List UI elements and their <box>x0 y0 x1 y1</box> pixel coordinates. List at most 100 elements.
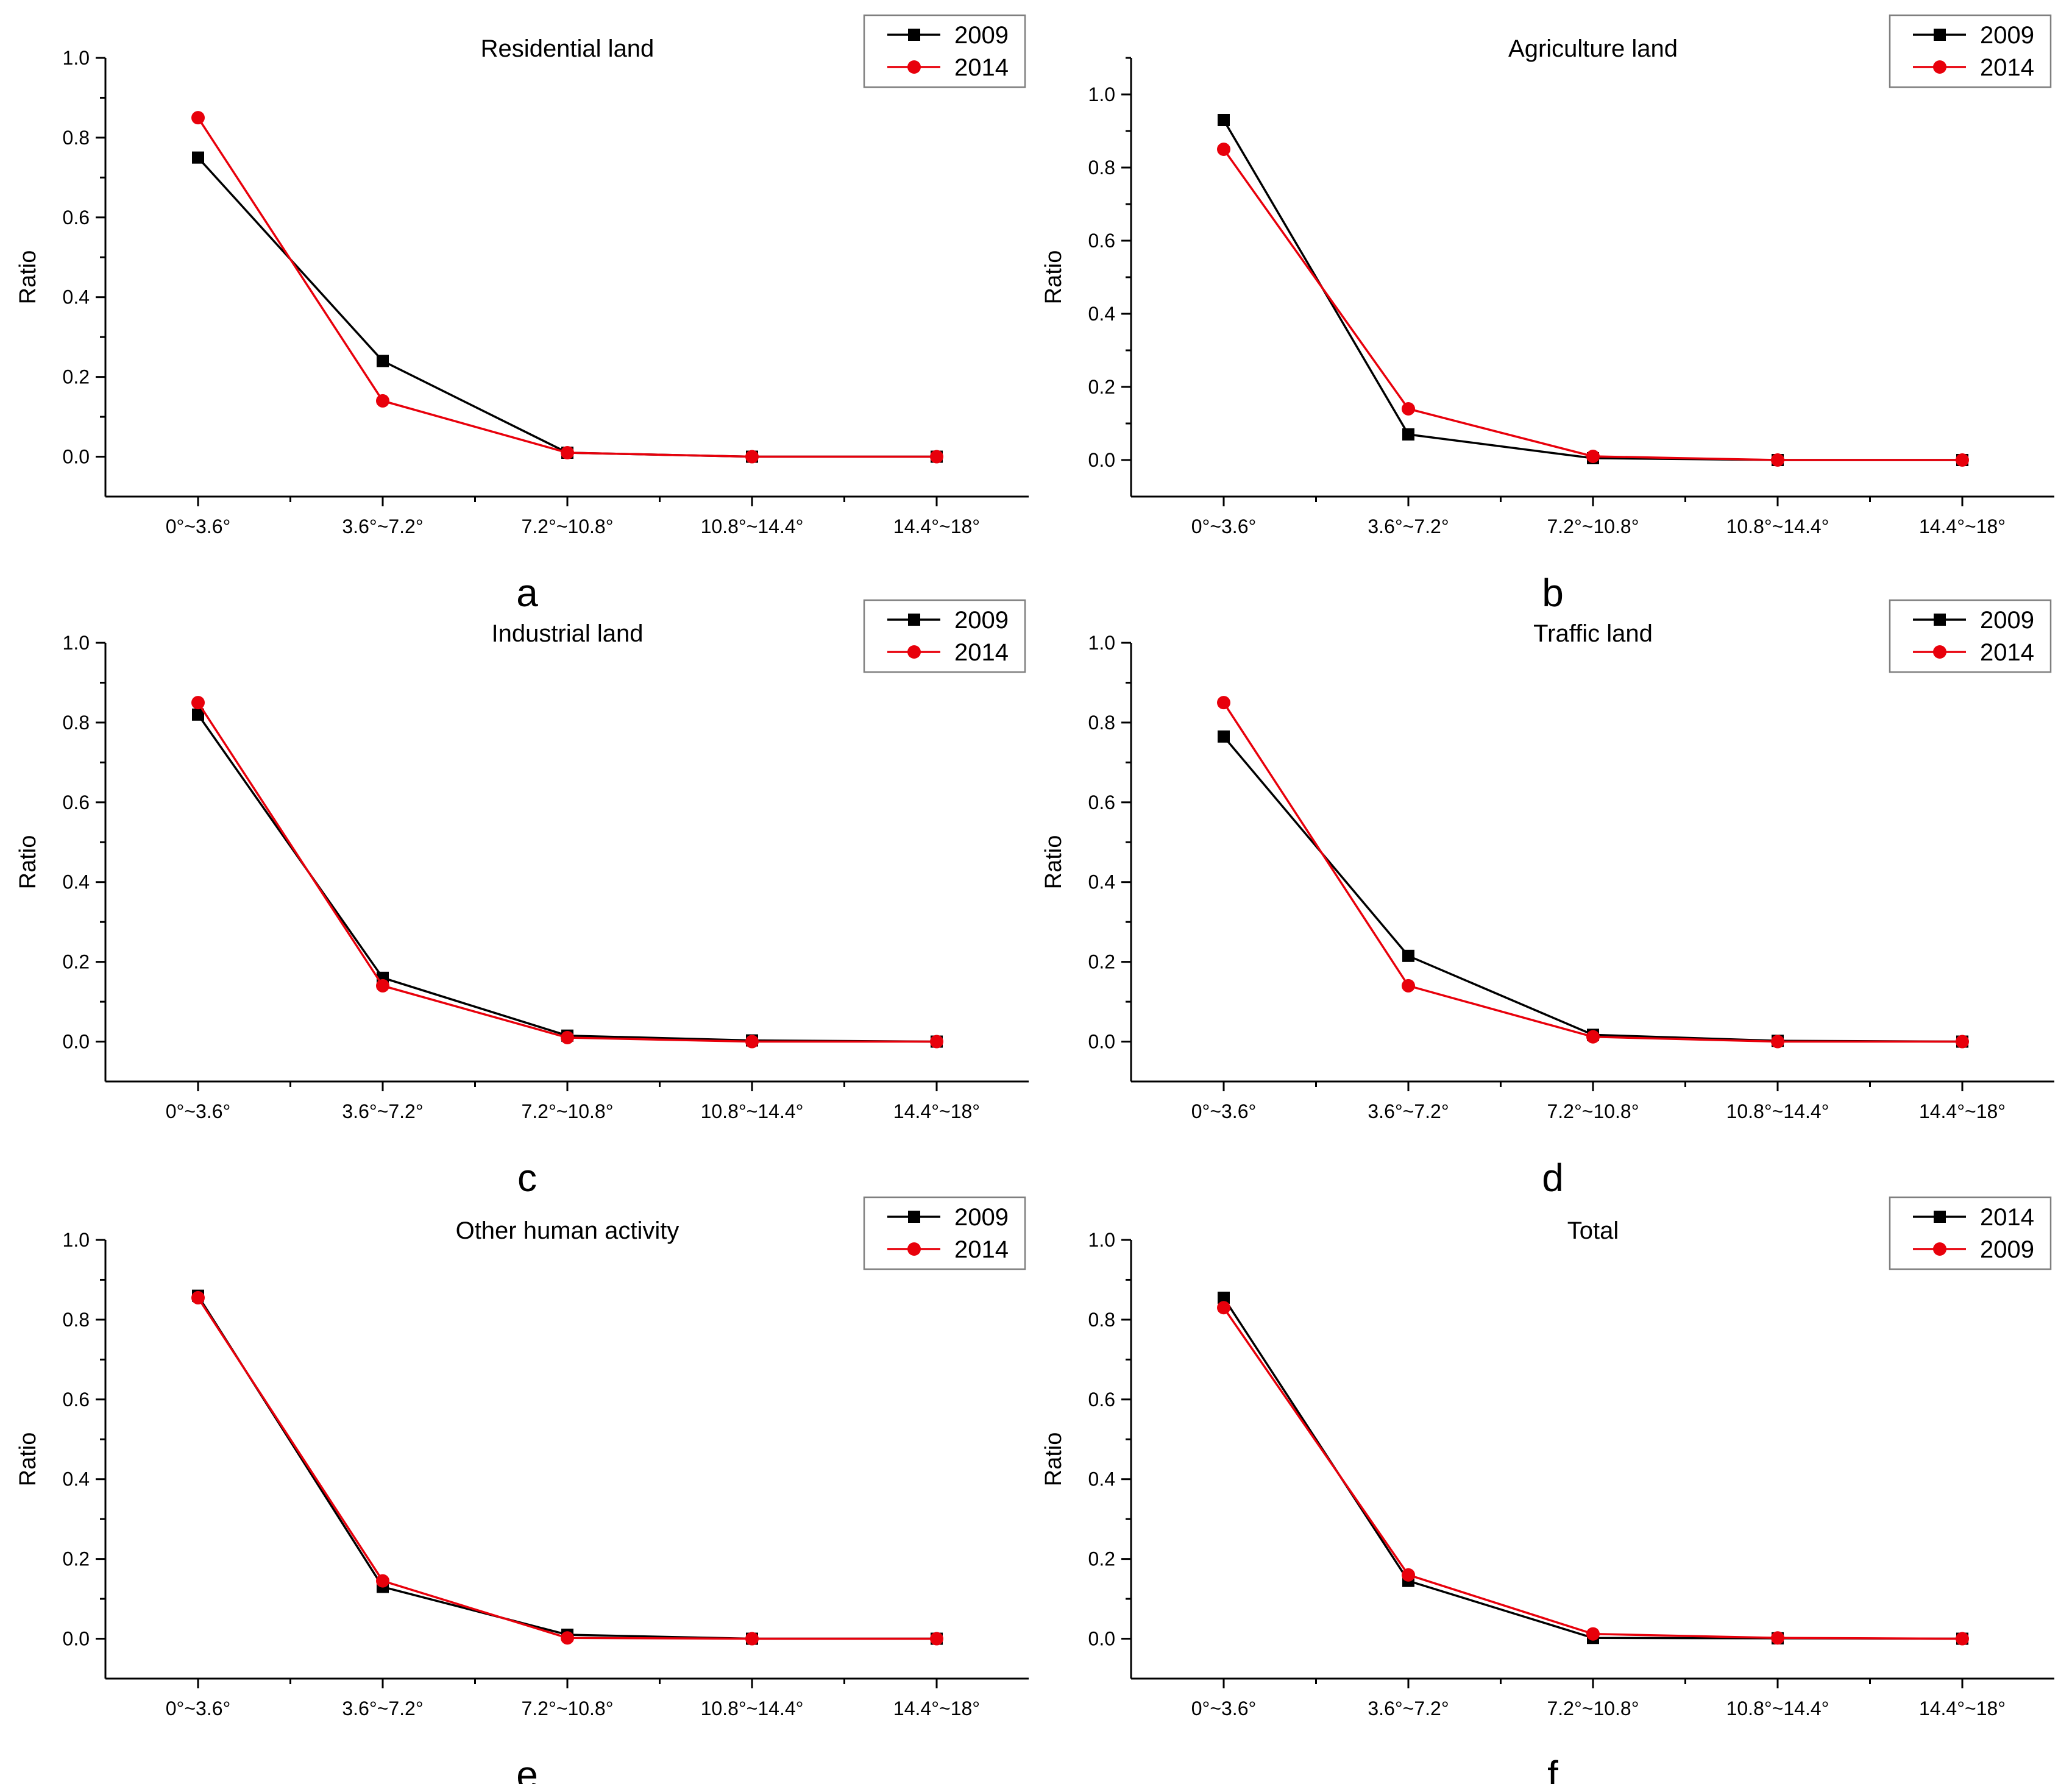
x-tick-label: 0°~3.6° <box>1191 1697 1257 1719</box>
y-tick-label: 1.0 <box>1088 83 1115 105</box>
y-tick-label: 0.0 <box>1088 1628 1115 1650</box>
data-point-2014 <box>1217 696 1230 710</box>
data-point-2009 <box>1771 1631 1784 1645</box>
legend-label: 2014 <box>1980 54 2034 81</box>
x-tick-label: 10.8°~14.4° <box>1726 1697 1829 1719</box>
x-tick-label: 7.2°~10.8° <box>521 515 613 537</box>
chart-panel-b: 0.0 0.2 0.4 0.6 0.8 1.0 0°~3.6° 3.6°~7.2° 7.2°~1… <box>1041 14 2054 615</box>
data-point-2014 <box>1217 143 1230 156</box>
legend-marker-2009 <box>908 614 920 626</box>
panel-letter: b <box>1542 571 1564 615</box>
legend-marker-2009 <box>908 29 920 41</box>
legend-marker-2014 <box>907 1242 921 1256</box>
data-point-2014 <box>1956 1035 1969 1049</box>
data-point-2014 <box>191 111 205 125</box>
legend-label: 2014 <box>954 54 1009 81</box>
x-tick-label: 10.8°~14.4° <box>1726 1100 1829 1122</box>
panel-letter: c <box>517 1156 537 1200</box>
x-tick-label: 14.4°~18° <box>893 515 980 537</box>
chart-title: Industrial land <box>491 620 643 647</box>
data-point-2014 <box>561 1031 574 1044</box>
y-tick-label: 0.2 <box>1088 1548 1115 1570</box>
legend-marker-2009 <box>908 1211 920 1223</box>
x-tick-label: 3.6°~7.2° <box>342 1100 423 1122</box>
x-tick-label: 0°~3.6° <box>166 1697 231 1719</box>
y-tick-label: 0.2 <box>1088 376 1115 398</box>
legend-box <box>1889 1196 2052 1270</box>
x-tick-label: 7.2°~10.8° <box>1547 1100 1639 1122</box>
legend: 2009 2014 <box>1889 14 2052 88</box>
legend-label: 2009 <box>1980 607 2034 634</box>
data-point-2009 <box>1586 1627 1600 1641</box>
y-tick-label: 0.2 <box>63 1548 90 1570</box>
legend-box <box>1889 14 2052 88</box>
data-point-2014 <box>930 1632 943 1646</box>
y-tick-label: 0.8 <box>63 127 90 149</box>
x-tick-label: 0°~3.6° <box>1191 515 1257 537</box>
x-tick-label: 10.8°~14.4° <box>701 1697 804 1719</box>
series-line-2009 <box>1222 119 1962 461</box>
chart-title: Residential land <box>481 35 655 62</box>
y-tick-label: 0.6 <box>63 207 90 228</box>
y-tick-label: 0.8 <box>63 1309 90 1331</box>
x-tick-label: 3.6°~7.2° <box>1368 1697 1449 1719</box>
chart-panel-a: 0.0 0.2 0.4 0.6 0.8 1.0 0°~3.6° 3.6°~7.2° 7.2°~1… <box>15 14 1029 615</box>
legend-box <box>863 599 1026 673</box>
y-axis-label: Ratio <box>1041 1432 1066 1487</box>
data-point-2009 <box>1217 1301 1230 1315</box>
y-tick-label: 0.4 <box>63 286 90 308</box>
data-point-2014 <box>745 1632 759 1646</box>
x-tick-label: 7.2°~10.8° <box>1547 1697 1639 1719</box>
series-line-2009 <box>1222 1307 1963 1640</box>
chart-panel-d: 0.0 0.2 0.4 0.6 0.8 1.0 0°~3.6° 3.6°~7.2° 7.2°~1… <box>1041 599 2054 1200</box>
legend-box <box>1889 599 2052 673</box>
x-tick-label: 3.6°~7.2° <box>342 1697 423 1719</box>
legend: 2009 2014 <box>863 599 1026 673</box>
chart-title: Traffic land <box>1533 620 1653 647</box>
y-tick-label: 0.8 <box>1088 157 1115 179</box>
legend-marker-2014 <box>1933 60 1946 74</box>
y-tick-label: 0.4 <box>1088 1468 1115 1490</box>
series-line-2014 <box>197 1297 937 1640</box>
x-tick-label: 3.6°~7.2° <box>1368 1100 1449 1122</box>
x-tick-label: 7.2°~10.8° <box>1547 515 1639 537</box>
y-tick-label: 0.8 <box>63 712 90 734</box>
legend-marker-2009 <box>1934 29 1946 41</box>
x-tick-label: 0°~3.6° <box>1191 1100 1257 1122</box>
series-line-2014 <box>197 117 937 458</box>
legend: 2009 2014 <box>863 1196 1026 1270</box>
legend-label: 2014 <box>954 639 1009 666</box>
y-tick-label: 1.0 <box>63 47 90 69</box>
legend-label: 2009 <box>954 22 1009 49</box>
y-tick-label: 0.0 <box>63 1628 90 1650</box>
data-point-2014 <box>930 450 943 464</box>
y-axis-label: Ratio <box>15 835 41 890</box>
y-tick-label: 0.2 <box>63 366 90 388</box>
y-tick-label: 0.6 <box>1088 1389 1115 1411</box>
y-tick-label: 0.0 <box>63 1031 90 1053</box>
data-point-2014 <box>1956 453 1969 467</box>
data-point-2009 <box>1402 949 1414 962</box>
legend: 2009 2014 <box>863 14 1026 88</box>
data-point-2014 <box>1586 450 1600 463</box>
series-line-2014 <box>197 702 937 1043</box>
x-tick-label: 14.4°~18° <box>1919 1697 2006 1719</box>
y-tick-label: 0.0 <box>63 446 90 468</box>
data-point-2014 <box>745 450 759 464</box>
data-point-2014 <box>376 979 389 993</box>
x-tick-label: 10.8°~14.4° <box>701 515 804 537</box>
data-point-2009 <box>192 708 204 721</box>
y-tick-label: 0.8 <box>1088 1309 1115 1331</box>
data-point-2014 <box>930 1035 943 1049</box>
x-tick-label: 7.2°~10.8° <box>521 1697 613 1719</box>
x-tick-label: 10.8°~14.4° <box>1726 515 1829 537</box>
legend: 2009 2014 <box>1889 599 2052 673</box>
y-axis-label: Ratio <box>15 1432 41 1487</box>
legend-marker-2014 <box>1934 1211 1946 1223</box>
data-point-2014 <box>191 696 205 710</box>
data-point-2014 <box>561 446 574 459</box>
data-point-2014 <box>191 1290 205 1304</box>
y-tick-label: 0.0 <box>1088 449 1115 471</box>
data-point-2014 <box>1771 1035 1784 1049</box>
